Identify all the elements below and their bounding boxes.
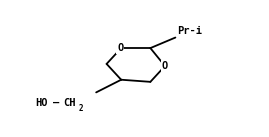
Text: HO: HO — [36, 98, 48, 108]
Text: O: O — [162, 61, 168, 71]
Text: CH: CH — [63, 98, 75, 108]
Text: O: O — [117, 43, 123, 53]
Text: 2: 2 — [79, 104, 83, 113]
Text: Pr-i: Pr-i — [178, 26, 203, 36]
Text: —: — — [54, 98, 60, 108]
